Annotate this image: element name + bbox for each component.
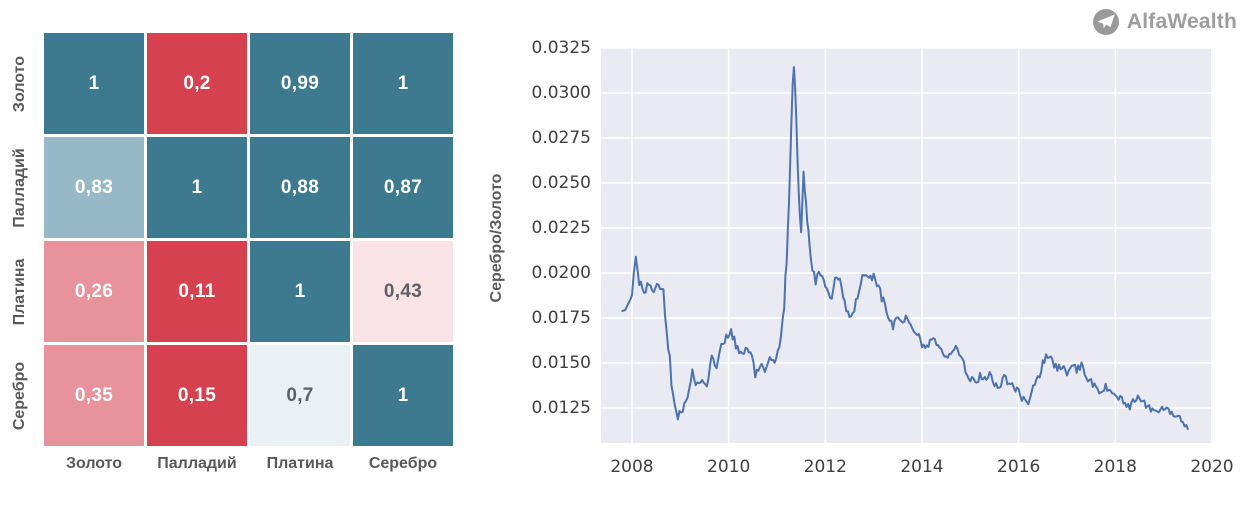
y-tick-label: 0.0175 bbox=[531, 307, 591, 328]
y-tick-label: 0.0125 bbox=[531, 397, 591, 418]
heatmap-cell-r2-c2: 1 bbox=[250, 241, 350, 342]
heatmap-col-label: Серебро bbox=[368, 455, 438, 472]
heatmap-col-label: Платина bbox=[266, 455, 334, 472]
heatmap-cell-r2-c0: 0,26 bbox=[44, 241, 144, 342]
x-tick-label: 2020 bbox=[1190, 457, 1234, 477]
heatmap-cell-r1-c3: 0,87 bbox=[353, 137, 453, 238]
y-tick-label: 0.0225 bbox=[531, 217, 591, 238]
heatmap-cell-r0-c0: 1 bbox=[44, 33, 144, 134]
heatmap-row-label: Палладий bbox=[11, 147, 28, 228]
heatmap-col-label: Золото bbox=[65, 455, 123, 472]
heatmap-cell-r3-c1: 0,15 bbox=[147, 345, 247, 446]
heatmap-row-label: Серебро bbox=[11, 361, 28, 430]
heatmap-cell-r1-c0: 0,83 bbox=[44, 137, 144, 238]
heatmap-cell-r3-c0: 0,35 bbox=[44, 345, 144, 446]
heatmap-cell-r3-c2: 0,7 bbox=[250, 345, 350, 446]
x-tick-label: 2010 bbox=[707, 457, 751, 477]
y-tick-label: 0.0250 bbox=[531, 172, 591, 193]
heatmap-cell-r3-c3: 1 bbox=[353, 345, 453, 446]
y-tick-label: 0.0200 bbox=[531, 262, 591, 283]
heatmap-cell-r2-c3: 0,43 bbox=[353, 241, 453, 342]
heatmap-cell-r0-c3: 1 bbox=[353, 33, 453, 134]
ratio-series-line bbox=[621, 66, 1189, 430]
heatmap-cell-r0-c2: 0,99 bbox=[250, 33, 350, 134]
plot-area bbox=[601, 48, 1213, 443]
x-tick-label: 2018 bbox=[1093, 457, 1137, 477]
y-tick-label: 0.0325 bbox=[531, 37, 591, 58]
line-chart-svg bbox=[601, 48, 1213, 443]
x-tick-label: 2012 bbox=[803, 457, 847, 477]
heatmap-cell-r1-c1: 1 bbox=[147, 137, 247, 238]
heatmap-cell-r0-c1: 0,2 bbox=[147, 33, 247, 134]
heatmap-row-label: Платина bbox=[11, 258, 28, 325]
logo-text: AlfaWealth bbox=[1126, 10, 1237, 33]
x-tick-label: 2008 bbox=[610, 457, 654, 477]
y-tick-label: 0.0275 bbox=[531, 127, 591, 148]
paper-plane-icon bbox=[1092, 9, 1119, 35]
y-tick-label: 0.0150 bbox=[531, 352, 591, 373]
heatmap-cell-r2-c1: 0,11 bbox=[147, 241, 247, 342]
y-tick-label: 0.0300 bbox=[531, 82, 591, 103]
heatmap-row-label: Золото bbox=[11, 55, 28, 112]
x-tick-label: 2016 bbox=[997, 457, 1041, 477]
heatmap-col-label: Палладий bbox=[157, 455, 237, 472]
heatmap-cell-r1-c2: 0,88 bbox=[250, 137, 350, 238]
x-tick-label: 2014 bbox=[900, 457, 944, 477]
heatmap-grid: 1 0,2 0,99 1 0,83 1 0,88 0,87 0,26 0,11 1 0,43 0,35 0… bbox=[44, 33, 453, 446]
alfawealth-logo: AlfaWealth bbox=[1092, 9, 1237, 35]
